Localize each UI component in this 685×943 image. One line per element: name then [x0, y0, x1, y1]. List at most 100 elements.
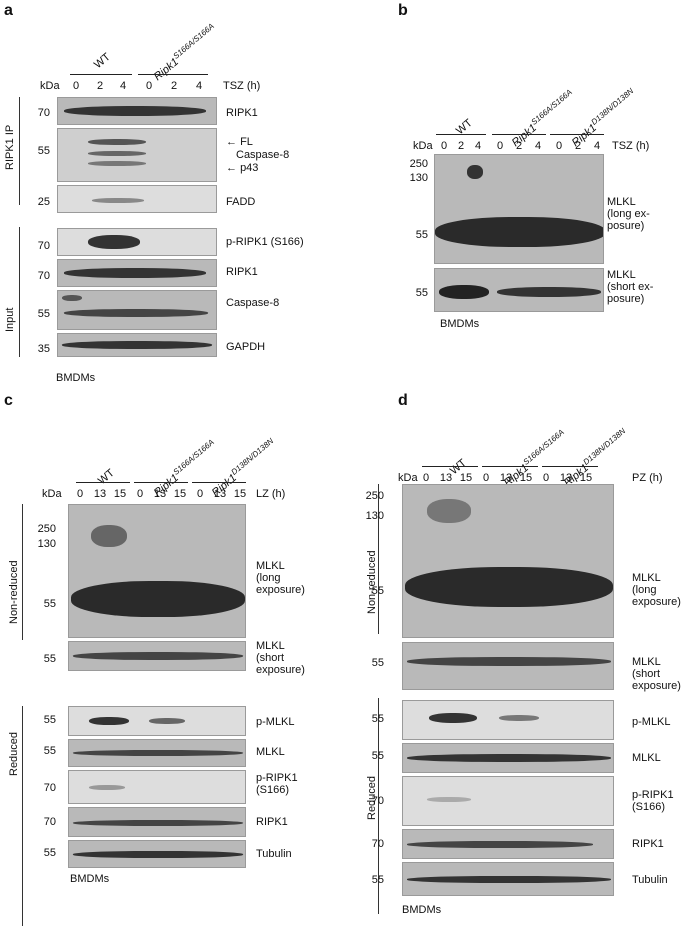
- blot-caspase8-ip: [57, 128, 217, 182]
- lane-label: 13: [153, 488, 167, 500]
- ip-section-label: RIPK1 IP: [4, 124, 16, 170]
- lane-label: 13: [93, 488, 107, 500]
- mw-marker: 130: [409, 172, 428, 184]
- blot-caspase8-input: [57, 290, 217, 330]
- cell-type-label: BMDMs: [56, 372, 96, 384]
- blot-label: MLKL: [632, 752, 661, 764]
- panel-letter: a: [4, 2, 13, 19]
- blot-mlkl-long: [434, 154, 604, 264]
- mw-marker: 55: [371, 874, 384, 886]
- mw-marker: 55: [43, 714, 56, 726]
- kda-label: kDa: [398, 472, 418, 484]
- blot-p-ripk1: [57, 228, 217, 256]
- blot-tubulin: [402, 862, 614, 896]
- blot-label: p-RIPK1 (S166): [226, 236, 304, 248]
- blot-p-mlkl: [68, 706, 246, 736]
- blot-p-mlkl: [402, 700, 614, 740]
- panel-letter: c: [4, 392, 13, 409]
- cell-type-label: BMDMs: [70, 873, 110, 885]
- mw-marker: 70: [371, 795, 384, 807]
- blot-tubulin: [68, 840, 246, 868]
- blot-fadd: [57, 185, 217, 213]
- mw-marker: 55: [43, 847, 56, 859]
- lane-label: 2: [515, 140, 523, 152]
- lane-label: 0: [440, 140, 448, 152]
- blot-label: RIPK1: [256, 816, 288, 828]
- lane-label: 13: [559, 472, 573, 484]
- mw-marker: 250: [365, 490, 384, 502]
- blot-label: Caspase-8: [226, 297, 280, 309]
- input-section-label: Input: [4, 307, 16, 332]
- blot-label: p-RIPK1 (S166): [632, 789, 674, 813]
- mw-marker: 55: [415, 287, 428, 299]
- lane-label: 0: [145, 80, 153, 92]
- lane-label: 4: [593, 140, 601, 152]
- lane-label: 0: [542, 472, 550, 484]
- mw-marker: 70: [37, 270, 50, 282]
- lane-label: 2: [457, 140, 465, 152]
- panel-letter: d: [398, 392, 408, 409]
- lane-label: 15: [459, 472, 473, 484]
- blot-label: RIPK1: [226, 266, 258, 278]
- blot-label: Tubulin: [256, 848, 292, 860]
- blot-mlkl-short: [402, 642, 614, 690]
- treatment-label: TSZ (h): [612, 140, 650, 152]
- blot-ripk1-input: [57, 259, 217, 287]
- blot-mlkl-short: [68, 641, 246, 671]
- kda-label: kDa: [42, 488, 62, 500]
- blot-mlkl: [68, 739, 246, 767]
- panel-letter: b: [398, 2, 408, 19]
- mw-marker: 25: [37, 196, 50, 208]
- mw-marker: 55: [371, 657, 384, 669]
- lane-label: 15: [233, 488, 247, 500]
- lane-label: 4: [195, 80, 203, 92]
- treatment-label: TSZ (h): [223, 80, 261, 92]
- blot-p-ripk1: [68, 770, 246, 804]
- reduced-section-label: Reduced: [8, 731, 20, 776]
- lane-label: 4: [474, 140, 482, 152]
- mw-marker: 55: [415, 229, 428, 241]
- group-label-wt: WT: [96, 467, 117, 488]
- mw-marker: 70: [43, 816, 56, 828]
- lane-label: 4: [119, 80, 127, 92]
- mw-marker: 55: [43, 745, 56, 757]
- lane-label: 13: [439, 472, 453, 484]
- mw-marker: 250: [409, 158, 428, 170]
- blot-ripk1-ip: [57, 97, 217, 125]
- mw-marker: 70: [371, 838, 384, 850]
- mw-marker: 70: [37, 240, 50, 252]
- mw-marker: 55: [43, 598, 56, 610]
- cell-type-label: BMDMs: [440, 318, 480, 330]
- lane-label: 15: [173, 488, 187, 500]
- lane-label: 2: [170, 80, 178, 92]
- lane-label: 0: [555, 140, 563, 152]
- lane-label: 15: [519, 472, 533, 484]
- mw-marker: 55: [43, 653, 56, 665]
- blot-label: RIPK1: [632, 838, 664, 850]
- lane-label: 0: [136, 488, 144, 500]
- blot-ripk1: [402, 829, 614, 859]
- kda-label: kDa: [40, 80, 60, 92]
- kda-label: kDa: [413, 140, 433, 152]
- lane-label: 0: [76, 488, 84, 500]
- blot-label: Tubulin: [632, 874, 668, 886]
- mw-marker: 130: [365, 510, 384, 522]
- group-label-wt: WT: [92, 51, 113, 72]
- nonreduced-section-label: Non-reduced: [366, 550, 378, 614]
- treatment-label: PZ (h): [632, 472, 663, 484]
- mw-marker: 55: [371, 750, 384, 762]
- lane-label: 13: [499, 472, 513, 484]
- blot-mlkl-short: [434, 268, 604, 312]
- lane-label: 0: [496, 140, 504, 152]
- lane-label: 13: [213, 488, 227, 500]
- treatment-label: LZ (h): [256, 488, 286, 500]
- blot-label: MLKL (long exposure): [632, 572, 681, 608]
- blot-ripk1: [68, 807, 246, 837]
- blot-label: MLKL: [256, 746, 285, 758]
- mw-marker: 55: [37, 145, 50, 157]
- mw-marker: 250: [37, 523, 56, 535]
- mw-marker: 35: [37, 343, 50, 355]
- mw-marker: 55: [371, 713, 384, 725]
- cell-type-label: BMDMs: [402, 904, 442, 916]
- mw-marker: 55: [37, 308, 50, 320]
